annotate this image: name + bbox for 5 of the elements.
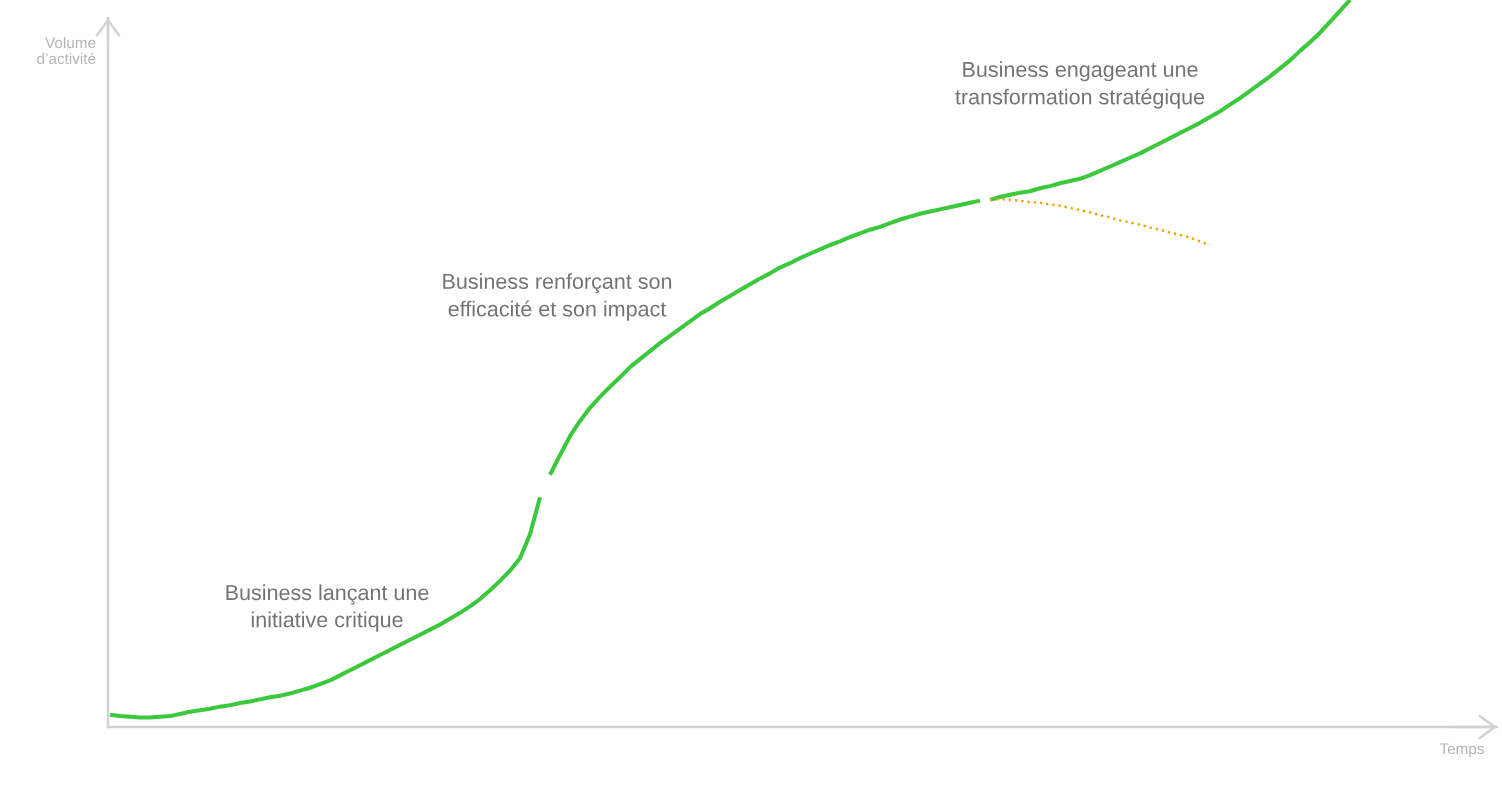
y-axis-title: Volume d’activité — [37, 36, 96, 65]
x-axis-title: Temps — [1439, 743, 1484, 758]
annotation: Business renforçant son efficacité et son impact — [443, 273, 672, 321]
annotation: Business lançant une initiative critique — [226, 584, 429, 632]
annotation: Business engageant une transformation stratégique — [955, 61, 1205, 109]
